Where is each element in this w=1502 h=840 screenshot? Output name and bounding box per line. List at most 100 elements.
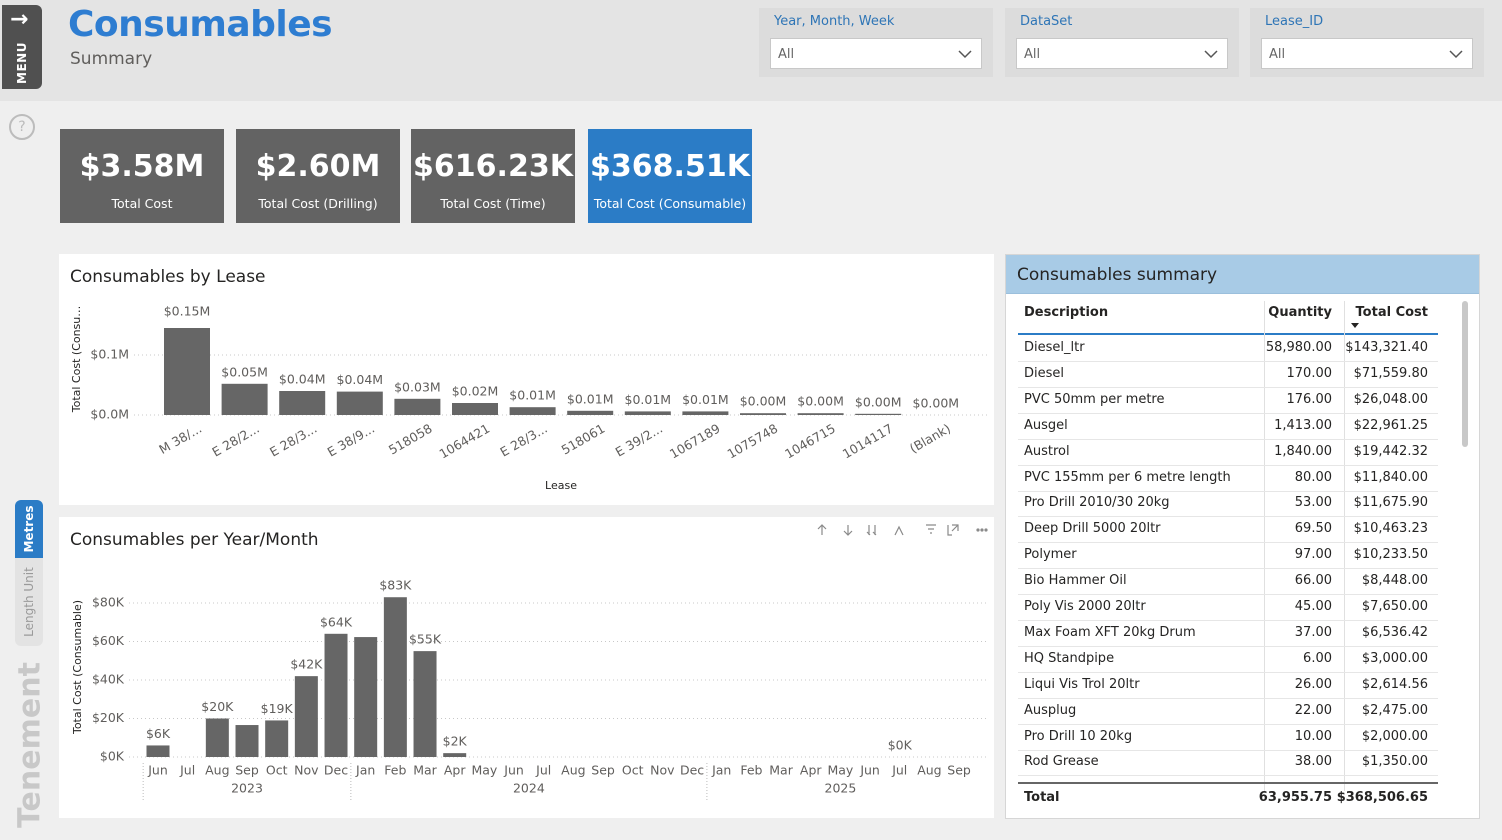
table-header: Consumables summary xyxy=(1006,255,1479,294)
x-tick-label: Apr xyxy=(444,763,466,778)
chevron[interactable] xyxy=(957,48,973,60)
data-label: $64K xyxy=(320,614,353,629)
data-label: $0.00M xyxy=(797,394,844,409)
scrollbar[interactable] xyxy=(1462,301,1468,447)
data-label: $0.01M xyxy=(509,388,556,403)
table-cell: 176.00 xyxy=(1286,391,1333,407)
x-tick-label: 1067189 xyxy=(667,421,723,462)
chevron[interactable] xyxy=(1203,48,1219,60)
row-rule xyxy=(1018,723,1438,725)
table-cell: 97.00 xyxy=(1294,547,1332,563)
filter[interactable]: Year, Month, Week All xyxy=(759,8,993,77)
x-tick-label: Jan xyxy=(711,763,731,778)
table-cell: 37.00 xyxy=(1294,624,1332,640)
y-tick-label: $80K xyxy=(92,595,125,610)
table-cell: $3,000.00 xyxy=(1361,650,1428,666)
page-name: Tenement xyxy=(0,662,60,828)
column-header: Quantity xyxy=(1268,305,1332,320)
data-label: $42K xyxy=(290,657,323,672)
total-cell: $368,506.65 xyxy=(1336,790,1428,805)
bar xyxy=(235,725,259,757)
x-tick-label: E 39/2... xyxy=(613,421,665,460)
table-cell: 38.00 xyxy=(1294,754,1332,770)
help-icon[interactable]: ? xyxy=(9,114,35,140)
x-tick-label: Aug xyxy=(205,763,229,778)
kpi-value: $3.58M xyxy=(79,149,205,184)
table-cell: $143,321.40 xyxy=(1345,340,1428,355)
dropdown-value[interactable]: All xyxy=(1269,47,1286,62)
table-cell: $1,350.00 xyxy=(1361,754,1428,770)
filter[interactable]: Lease_ID All xyxy=(1250,8,1484,77)
x-tick-label: Aug xyxy=(561,763,585,778)
row-rule xyxy=(1018,620,1438,621)
x-tick-label: Dec xyxy=(680,763,704,778)
chart-title: Consumables per Year/Month xyxy=(70,530,319,550)
x-tick-label: Mar xyxy=(413,763,437,778)
chart: Consumables by Lease Total Cost (Consu… Le… xyxy=(70,267,989,492)
column-header: Total Cost xyxy=(1355,305,1428,320)
page-subtitle: Summary xyxy=(70,49,153,69)
x-tick-label: May xyxy=(827,763,853,778)
dropdown[interactable]: All xyxy=(770,38,982,69)
y-tick-label: $0.0M xyxy=(90,407,129,422)
x-tick-label: Jul xyxy=(535,763,551,778)
bar xyxy=(452,403,498,415)
column-divider xyxy=(1264,301,1265,791)
table-cell: 53.00 xyxy=(1294,495,1332,511)
x-tick-label: E 38/9... xyxy=(325,421,377,460)
menu-label[interactable]: MENU xyxy=(15,42,29,84)
row-rule xyxy=(1018,516,1438,518)
table-cell: Poly Vis 2000 20ltr xyxy=(1024,599,1146,614)
table-cell: 80.00 xyxy=(1294,469,1332,485)
filter-label: DataSet xyxy=(1020,14,1073,29)
menu-button[interactable]: → MENU xyxy=(2,5,42,89)
bar xyxy=(221,383,268,415)
row-rule xyxy=(1018,594,1438,596)
table-cell: PVC 50mm per metre xyxy=(1024,391,1165,407)
chevron[interactable] xyxy=(1448,48,1464,60)
table-cell: $11,675.90 xyxy=(1353,495,1428,511)
dropdown-value[interactable]: All xyxy=(1024,47,1041,62)
bar xyxy=(682,411,729,415)
row-rule xyxy=(1018,490,1438,492)
bar xyxy=(205,718,229,757)
x-tick-label: Sep xyxy=(235,763,259,778)
table-cell: $19,442.32 xyxy=(1353,443,1428,459)
visual-toolbar[interactable] xyxy=(817,524,988,536)
page-name-text: Tenement xyxy=(12,662,48,828)
bar xyxy=(146,745,170,757)
data-label: $19K xyxy=(261,701,294,716)
data-label: $55K xyxy=(409,632,442,647)
filter[interactable]: DataSet All xyxy=(1005,8,1239,77)
x-axis-title: Lease xyxy=(545,479,577,492)
x-tick-label: Jun xyxy=(503,763,524,778)
table-cell: $10,463.23 xyxy=(1353,521,1428,537)
unit-toggle[interactable]: Metres xyxy=(15,500,43,558)
x-tick-label: (Blank) xyxy=(907,421,953,456)
bar xyxy=(354,637,378,757)
toggle-value[interactable]: Metres xyxy=(22,505,36,553)
table-cell: $2,614.56 xyxy=(1361,676,1428,692)
dropdown[interactable]: All xyxy=(1261,38,1473,69)
data-label: $0K xyxy=(888,738,913,753)
kpi-label: Total Cost (Time) xyxy=(440,196,546,211)
x-tick-label: M 38/... xyxy=(156,421,204,457)
bar xyxy=(413,651,437,757)
bar xyxy=(855,413,902,415)
bar xyxy=(279,391,326,415)
row-rule xyxy=(1018,697,1438,699)
x-tick-label: Dec xyxy=(324,763,348,778)
data-label: $0.03M xyxy=(394,379,441,394)
x-tick-label: Jun xyxy=(859,763,880,778)
table-cell: $8,448.00 xyxy=(1361,573,1428,589)
dropdown[interactable]: All xyxy=(1016,38,1228,69)
dropdown-value[interactable]: All xyxy=(778,47,795,62)
table-cell: Ausgel xyxy=(1024,417,1068,433)
y-axis-title: Total Cost (Consumable) xyxy=(71,600,84,735)
table-cell: 69.50 xyxy=(1294,521,1332,537)
table-cell: 170.00 xyxy=(1286,365,1333,381)
x-tick-label: Sep xyxy=(947,763,971,778)
data-label: $0.04M xyxy=(279,372,326,387)
bar xyxy=(336,391,383,415)
